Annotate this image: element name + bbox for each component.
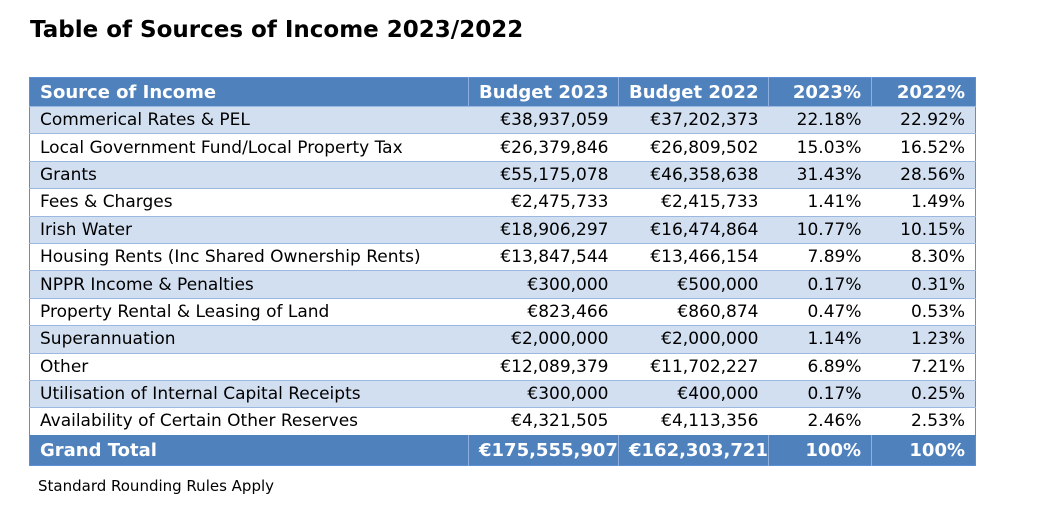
budget-2022-cell: €860,874 xyxy=(618,297,769,326)
grand-total-label: Grand Total xyxy=(29,434,469,466)
income-table: Source of Income Budget 2023 Budget 2022… xyxy=(29,77,976,466)
budget-2023-cell: €300,000 xyxy=(468,379,619,408)
pct-2022-cell: 1.49% xyxy=(871,188,976,217)
page-title: Table of Sources of Income 2023/2022 xyxy=(30,17,524,43)
source-cell: NPPR Income & Penalties xyxy=(29,270,469,299)
pct-2023-cell: 0.47% xyxy=(768,297,872,326)
pct-2022-cell: 22.92% xyxy=(871,105,976,134)
table-row: Utilisation of Internal Capital Receipts… xyxy=(29,379,976,408)
pct-2023-cell: 10.77% xyxy=(768,215,872,244)
grand-total-pct-2023: 100% xyxy=(768,434,872,466)
budget-2023-cell: €12,089,379 xyxy=(468,352,619,381)
pct-2023-cell: 31.43% xyxy=(768,160,872,189)
budget-2023-cell: €18,906,297 xyxy=(468,215,619,244)
pct-2022-cell: 1.23% xyxy=(871,325,976,354)
rounding-note: Standard Rounding Rules Apply xyxy=(38,477,275,495)
table-row: Availability of Certain Other Reserves €4… xyxy=(29,407,976,436)
pct-2023-cell: 2.46% xyxy=(768,407,872,436)
table-row: Housing Rents (Inc Shared Ownership Rent… xyxy=(29,242,976,271)
table-row: Commerical Rates & PEL €38,937,059 €37,202… xyxy=(29,105,976,134)
budget-2023-cell: €300,000 xyxy=(468,270,619,299)
budget-2022-cell: €2,415,733 xyxy=(618,188,769,217)
source-cell: Availability of Certain Other Reserves xyxy=(29,407,469,436)
pct-2023-cell: 6.89% xyxy=(768,352,872,381)
pct-2023-cell: 0.17% xyxy=(768,379,872,408)
budget-2023-cell: €2,000,000 xyxy=(468,325,619,354)
budget-2022-cell: €4,113,356 xyxy=(618,407,769,436)
table-row: Fees & Charges €2,475,733 €2,415,733 1.41% 1… xyxy=(29,188,976,217)
pct-2023-cell: 15.03% xyxy=(768,133,872,162)
table-row: Local Government Fund/Local Property Tax… xyxy=(29,133,976,162)
budget-2022-cell: €500,000 xyxy=(618,270,769,299)
table-row: Property Rental & Leasing of Land €823,46… xyxy=(29,297,976,326)
pct-2023-cell: 0.17% xyxy=(768,270,872,299)
source-cell: Housing Rents (Inc Shared Ownership Rent… xyxy=(29,242,469,271)
pct-2023-cell: 1.41% xyxy=(768,188,872,217)
pct-2022-cell: 0.25% xyxy=(871,379,976,408)
budget-2022-cell: €26,809,502 xyxy=(618,133,769,162)
budget-2023-cell: €55,175,078 xyxy=(468,160,619,189)
grand-total-budget-2023: €175,555,907 xyxy=(468,434,619,466)
table-row: Other €12,089,379 €11,702,227 6.89% 7.21% xyxy=(29,352,976,381)
pct-2022-cell: 0.31% xyxy=(871,270,976,299)
column-header-budget-2023: Budget 2023 xyxy=(468,77,619,107)
budget-2022-cell: €11,702,227 xyxy=(618,352,769,381)
source-cell: Other xyxy=(29,352,469,381)
table-row: Grants €55,175,078 €46,358,638 31.43% 28.56% xyxy=(29,160,976,189)
table-row: Irish Water €18,906,297 €16,474,864 10.77% 1… xyxy=(29,215,976,244)
table-header-row: Source of Income Budget 2023 Budget 2022… xyxy=(29,77,976,107)
budget-2023-cell: €2,475,733 xyxy=(468,188,619,217)
budget-2022-cell: €46,358,638 xyxy=(618,160,769,189)
source-cell: Irish Water xyxy=(29,215,469,244)
budget-2023-cell: €823,466 xyxy=(468,297,619,326)
budget-2022-cell: €13,466,154 xyxy=(618,242,769,271)
budget-2022-cell: €2,000,000 xyxy=(618,325,769,354)
pct-2022-cell: 2.53% xyxy=(871,407,976,436)
pct-2022-cell: 8.30% xyxy=(871,242,976,271)
column-header-pct-2023: 2023% xyxy=(768,77,872,107)
pct-2022-cell: 10.15% xyxy=(871,215,976,244)
pct-2023-cell: 7.89% xyxy=(768,242,872,271)
table-row: Superannuation €2,000,000 €2,000,000 1.14% 1… xyxy=(29,325,976,354)
budget-2023-cell: €38,937,059 xyxy=(468,105,619,134)
grand-total-budget-2022: €162,303,721 xyxy=(618,434,769,466)
source-cell: Local Government Fund/Local Property Tax xyxy=(29,133,469,162)
budget-2022-cell: €37,202,373 xyxy=(618,105,769,134)
budget-2023-cell: €26,379,846 xyxy=(468,133,619,162)
source-cell: Utilisation of Internal Capital Receipts xyxy=(29,379,469,408)
source-cell: Property Rental & Leasing of Land xyxy=(29,297,469,326)
column-header-pct-2022: 2022% xyxy=(896,81,965,103)
pct-2022-cell: 7.21% xyxy=(871,352,976,381)
source-cell: Commerical Rates & PEL xyxy=(29,105,469,134)
source-cell: Fees & Charges xyxy=(29,188,469,217)
grand-total-pct-2022: 100% xyxy=(871,434,976,466)
pct-2023-cell: 22.18% xyxy=(768,105,872,134)
budget-2022-cell: €16,474,864 xyxy=(618,215,769,244)
pct-2022-cell: 28.56% xyxy=(871,160,976,189)
source-cell: Superannuation xyxy=(29,325,469,354)
column-header-source: Source of Income xyxy=(29,77,469,107)
table-body: Commerical Rates & PEL €38,937,059 €37,202… xyxy=(29,105,976,436)
budget-2023-cell: €4,321,505 xyxy=(468,407,619,436)
budget-2022-cell: €400,000 xyxy=(618,379,769,408)
column-header-budget-2022: Budget 2022 xyxy=(618,77,769,107)
grand-total-row: Grand Total €175,555,907 €162,303,721 10… xyxy=(29,434,976,466)
pct-2022-cell: 0.53% xyxy=(871,297,976,326)
budget-2023-cell: €13,847,544 xyxy=(468,242,619,271)
table-row: NPPR Income & Penalties €300,000 €500,000 0… xyxy=(29,270,976,299)
source-cell: Grants xyxy=(29,160,469,189)
pct-2022-cell: 16.52% xyxy=(871,133,976,162)
pct-2023-cell: 1.14% xyxy=(768,325,872,354)
